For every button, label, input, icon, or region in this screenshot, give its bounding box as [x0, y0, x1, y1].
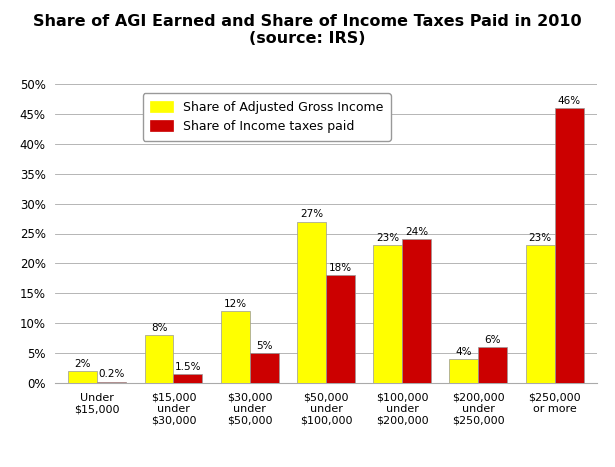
Bar — [478, 347, 507, 383]
Bar — [250, 353, 279, 383]
Text: Share of AGI Earned and Share of Income Taxes Paid in 2010
(source: IRS): Share of AGI Earned and Share of Income … — [33, 14, 582, 46]
Text: 18%: 18% — [329, 263, 352, 273]
Text: 6%: 6% — [485, 335, 501, 345]
Bar — [221, 311, 250, 383]
Text: 23%: 23% — [528, 233, 552, 243]
Text: 23%: 23% — [376, 233, 399, 243]
Bar — [297, 221, 326, 383]
Bar — [555, 108, 584, 383]
Bar — [97, 382, 126, 383]
Text: 5%: 5% — [256, 340, 272, 351]
Text: 8%: 8% — [151, 323, 167, 333]
Bar — [326, 276, 355, 383]
Bar — [526, 246, 555, 383]
Bar — [402, 240, 431, 383]
Legend: Share of Adjusted Gross Income, Share of Income taxes paid: Share of Adjusted Gross Income, Share of… — [143, 93, 391, 141]
Text: 0.2%: 0.2% — [98, 369, 125, 379]
Text: 27%: 27% — [300, 209, 323, 219]
Text: 1.5%: 1.5% — [175, 361, 201, 372]
Text: 24%: 24% — [405, 227, 428, 237]
Text: 2%: 2% — [74, 359, 91, 368]
Text: 12%: 12% — [224, 299, 247, 309]
Bar — [450, 359, 478, 383]
Bar — [173, 374, 202, 383]
Bar — [145, 335, 173, 383]
Bar — [68, 371, 97, 383]
Text: 4%: 4% — [456, 347, 472, 357]
Text: 46%: 46% — [558, 96, 581, 106]
Bar — [373, 246, 402, 383]
